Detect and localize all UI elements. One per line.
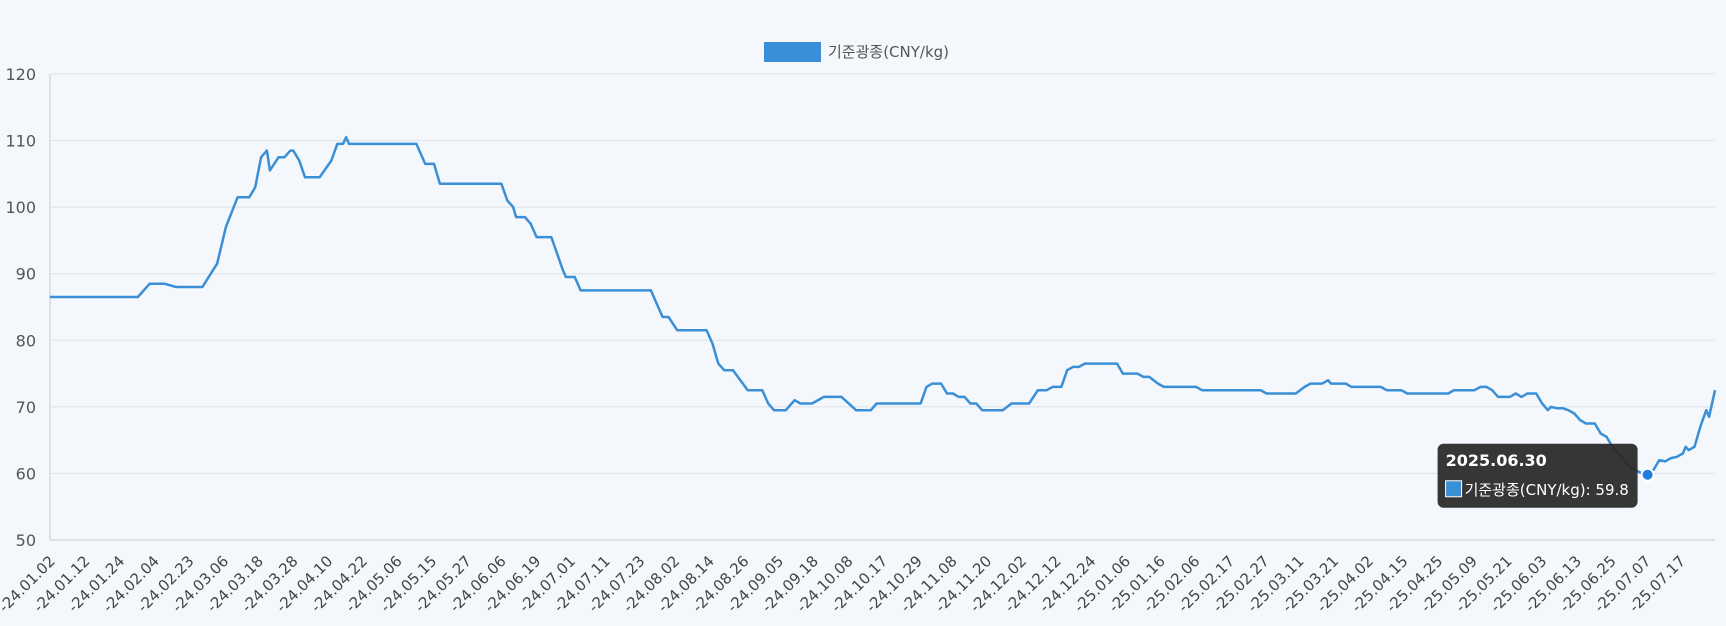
y-tick-label: 90 xyxy=(16,265,36,284)
tooltip-value: 기준광종(CNY/kg): 59.8 xyxy=(1465,481,1629,499)
y-tick-label: 80 xyxy=(16,331,36,350)
x-axis: -24.01.02-24.01.12-24.01.24-24.02.04-24.… xyxy=(0,539,1715,616)
series-layer xyxy=(50,135,1717,482)
legend-label: 기준광종(CNY/kg) xyxy=(828,43,949,61)
y-tick-label: 100 xyxy=(5,198,36,217)
y-tick-label: 50 xyxy=(16,531,36,550)
tooltip-date: 2025.06.30 xyxy=(1446,451,1547,470)
series-line[interactable] xyxy=(50,135,1717,477)
grid-lines xyxy=(50,73,1715,541)
tooltip-box xyxy=(1437,443,1638,508)
y-axis: 50 60 70 80 90 100 110 120 xyxy=(5,65,51,550)
legend-swatch xyxy=(764,42,821,62)
y-tick-label: 60 xyxy=(16,464,36,483)
tooltip: 2025.06.30 기준광종(CNY/kg): 59.8 xyxy=(1437,443,1638,508)
y-tick-label: 110 xyxy=(5,132,36,151)
tooltip-swatch xyxy=(1445,480,1463,498)
y-tick-label: 120 xyxy=(5,65,36,84)
legend[interactable]: 기준광종(CNY/kg) xyxy=(764,42,949,62)
y-tick-label: 70 xyxy=(16,398,36,417)
hover-point[interactable] xyxy=(1640,467,1655,482)
